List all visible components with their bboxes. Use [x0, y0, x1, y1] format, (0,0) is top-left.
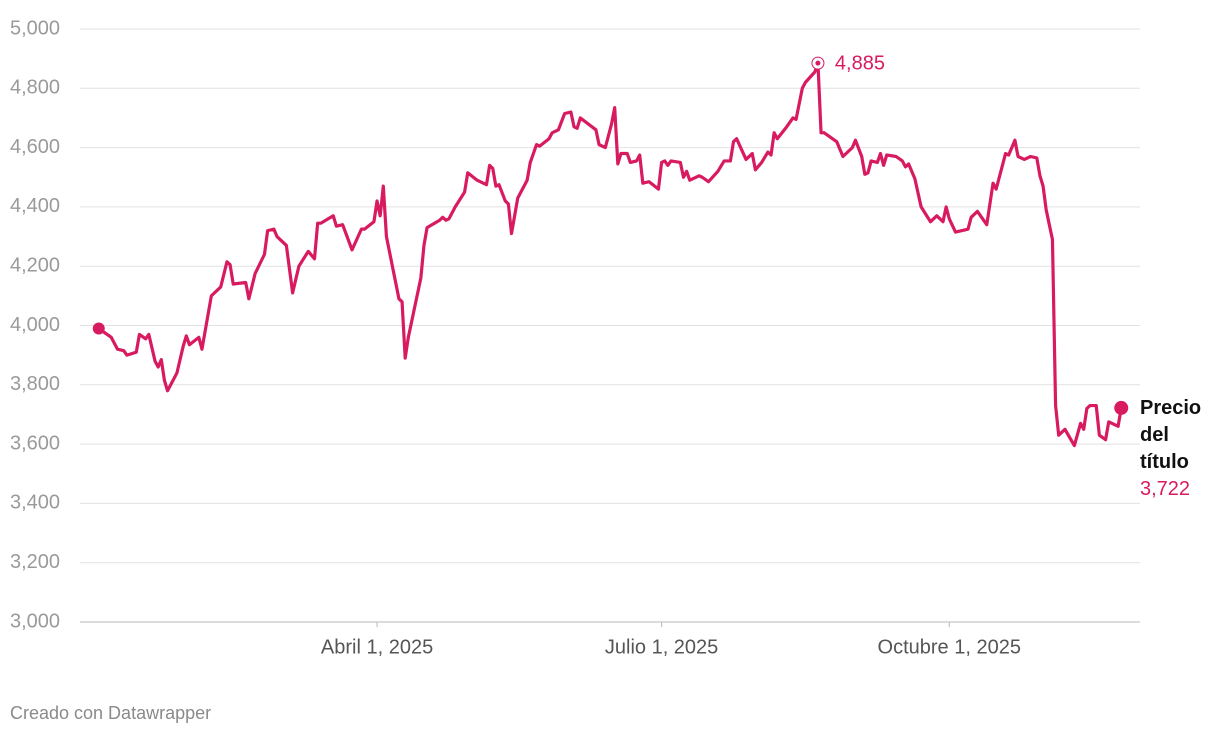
series-name: Precio del título — [1140, 397, 1202, 473]
credit: Creado con Datawrapper — [10, 703, 211, 723]
series-label: Precio del título 3,722 — [1140, 395, 1218, 503]
x-tick-label: Octubre 1, 2025 — [878, 636, 1021, 658]
y-tick-label: 4,800 — [10, 77, 60, 99]
y-tick-label: 3,600 — [10, 432, 60, 454]
y-tick-label: 3,200 — [10, 551, 60, 573]
y-tick-label: 4,200 — [10, 254, 60, 276]
highlight-dot — [815, 60, 821, 66]
y-tick-label: 5,000 — [10, 17, 60, 39]
y-tick-label: 3,000 — [10, 610, 60, 632]
y-tick-label: 4,600 — [10, 136, 60, 158]
y-tick-label: 4,400 — [10, 195, 60, 217]
y-tick-label: 4,000 — [10, 314, 60, 336]
end-dot — [1114, 400, 1129, 415]
y-tick-label: 3,800 — [10, 373, 60, 395]
series-line — [97, 61, 1123, 448]
end-value-label: 3,722 — [1140, 478, 1191, 500]
x-tick-label: Julio 1, 2025 — [605, 636, 718, 658]
y-tick-label: 3,400 — [10, 492, 60, 514]
max-value-label: 4,885 — [835, 52, 885, 74]
x-tick-label: Abril 1, 2025 — [321, 636, 433, 658]
start-dot — [92, 322, 105, 335]
